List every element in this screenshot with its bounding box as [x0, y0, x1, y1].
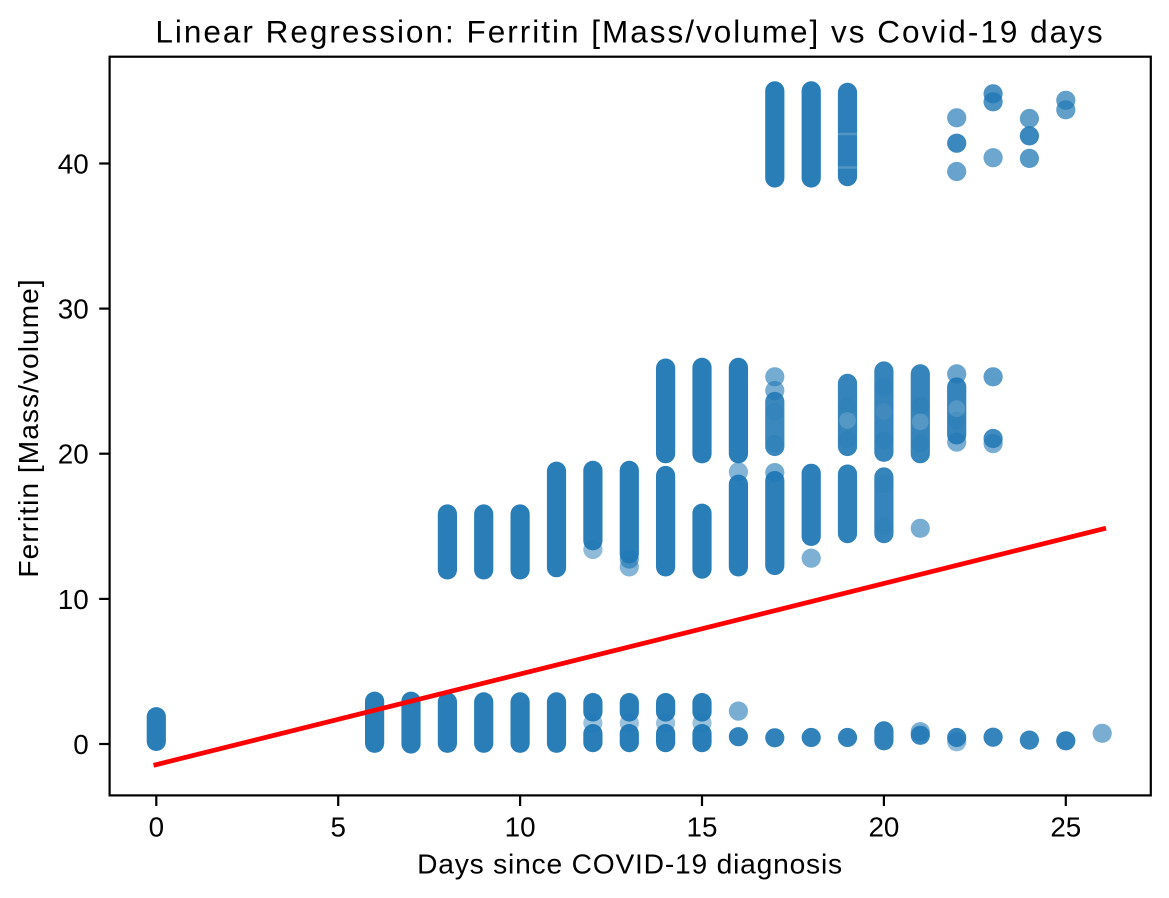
svg-text:40: 40	[58, 148, 89, 179]
svg-text:0: 0	[73, 729, 88, 760]
svg-text:15: 15	[687, 812, 718, 843]
svg-text:10: 10	[505, 812, 536, 843]
svg-text:25: 25	[1050, 812, 1081, 843]
svg-text:20: 20	[58, 439, 89, 470]
svg-text:0: 0	[149, 812, 164, 843]
svg-text:10: 10	[58, 584, 89, 615]
svg-text:5: 5	[330, 812, 345, 843]
svg-text:Linear Regression: Ferritin [M: Linear Regression: Ferritin [Mass/volume…	[155, 14, 1104, 50]
svg-text:20: 20	[868, 812, 899, 843]
svg-text:Ferritin [Mass/volume]: Ferritin [Mass/volume]	[12, 278, 44, 577]
svg-text:Days since COVID-19 diagnosis: Days since COVID-19 diagnosis	[417, 848, 843, 880]
svg-text:30: 30	[58, 294, 89, 325]
